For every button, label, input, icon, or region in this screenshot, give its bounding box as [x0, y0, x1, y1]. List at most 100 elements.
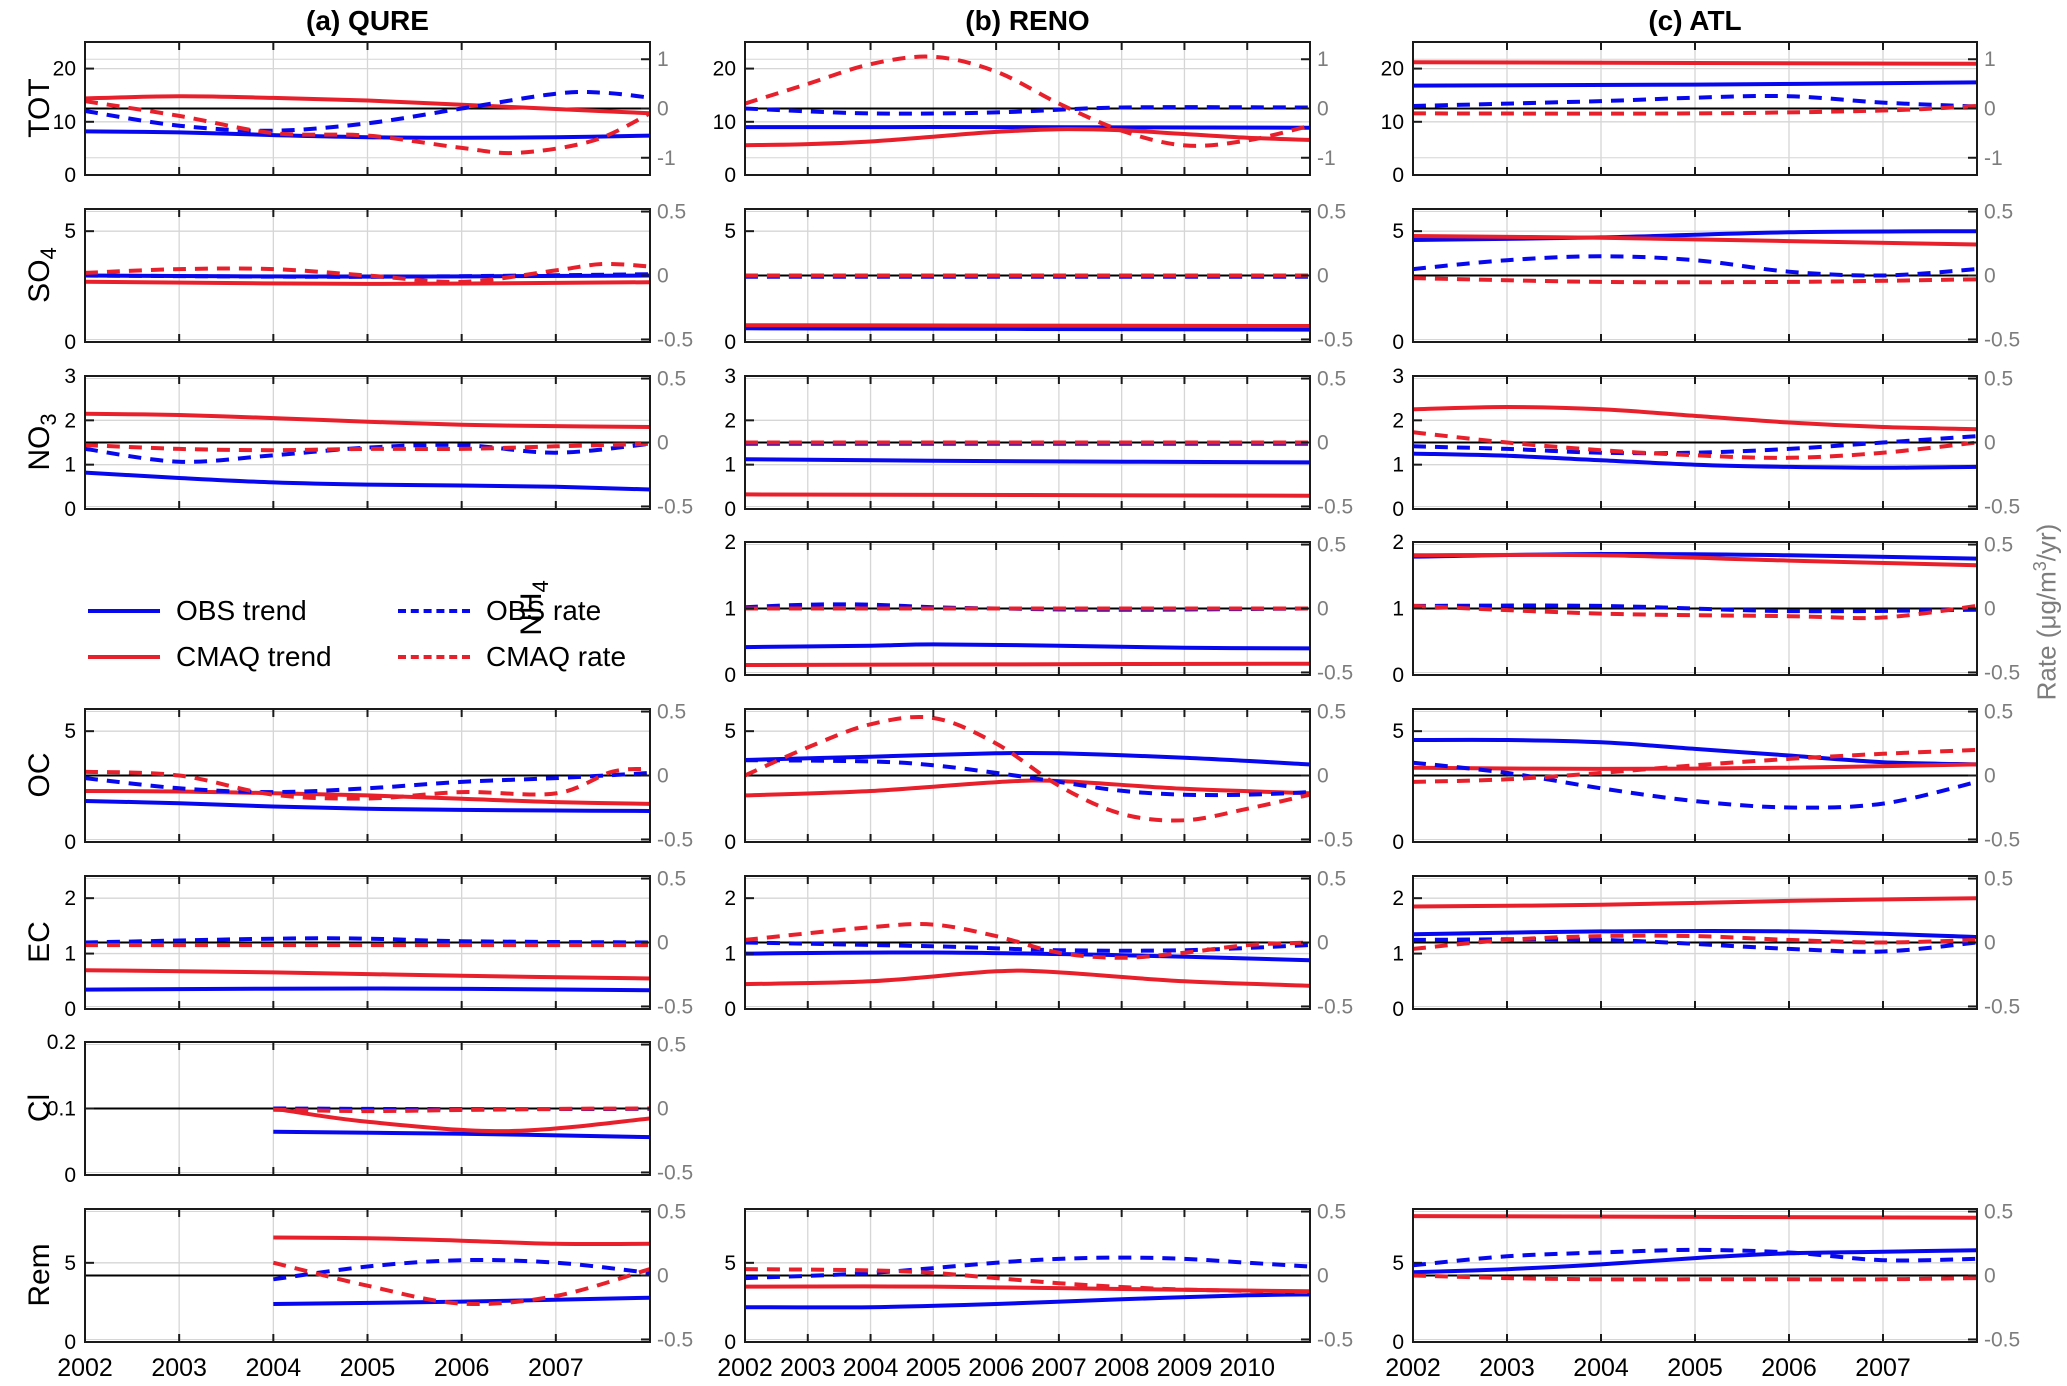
series-obs-rate [1413, 1247, 1977, 1268]
svg-text:2010: 2010 [1219, 1354, 1275, 1382]
svg-text:0: 0 [1317, 932, 1329, 955]
cmaq-trend-line-sample [88, 655, 160, 659]
series-obs-trend [745, 950, 1310, 963]
svg-text:5: 5 [1392, 220, 1404, 243]
svg-text:0.5: 0.5 [1317, 368, 1346, 391]
panel-qure-oc: 0 5 0.5 0 -0.5 [64, 701, 693, 854]
svg-text:2002: 2002 [717, 1354, 773, 1382]
svg-text:5: 5 [1392, 1252, 1404, 1275]
svg-text:2007: 2007 [528, 1354, 584, 1382]
svg-text:-0.5: -0.5 [1984, 1328, 2020, 1351]
svg-text:-0.5: -0.5 [1984, 828, 2020, 851]
series-obs-trend [273, 1129, 650, 1140]
svg-text:0: 0 [724, 664, 736, 687]
svg-text:2006: 2006 [1761, 1354, 1817, 1382]
tick-labels: 0 1 2 0.5 0 -0.5 [724, 531, 1353, 687]
svg-text:-0.5: -0.5 [657, 1328, 693, 1351]
legend-item-cmaq-rate: CMAQ rate [398, 641, 668, 673]
series-obs-rate [745, 940, 1310, 953]
svg-text:2: 2 [64, 887, 76, 910]
cmaq-rate-line-sample [398, 655, 470, 659]
svg-text:0.5: 0.5 [1984, 534, 2013, 557]
svg-text:3: 3 [724, 365, 736, 388]
series-obs-trend [745, 125, 1310, 130]
svg-text:2: 2 [724, 887, 736, 910]
svg-text:10: 10 [713, 111, 736, 134]
legend: OBS trend OBS rate CMAQ trend CMAQ rate [88, 588, 668, 680]
series-cmaq-trend [1413, 896, 1977, 909]
svg-text:0: 0 [657, 932, 669, 955]
svg-text:0.5: 0.5 [1984, 868, 2013, 891]
svg-text:-0.5: -0.5 [1984, 495, 2020, 518]
series-obs-trend [85, 129, 650, 140]
series-obs-rate [85, 272, 650, 279]
tick-marks [1412, 209, 1977, 343]
svg-text:0: 0 [724, 164, 736, 187]
column-title-atl: (c) ATL [1648, 5, 1742, 36]
series-obs-trend [745, 457, 1310, 465]
tick-labels: 0 1 2 3 0.5 0 -0.5 [724, 365, 1353, 521]
series-cmaq-rate [85, 441, 650, 453]
svg-text:0: 0 [657, 432, 669, 455]
svg-text:0: 0 [1392, 331, 1404, 354]
series-cmaq-rate [1413, 1273, 1977, 1282]
svg-text:2004: 2004 [246, 1354, 302, 1382]
svg-text:1: 1 [1392, 598, 1404, 621]
series-cmaq-trend [1413, 234, 1977, 247]
svg-text:-0.5: -0.5 [1317, 661, 1353, 684]
series-cmaq-rate [85, 99, 650, 156]
legend-item-cmaq-trend: CMAQ trend [88, 641, 398, 673]
series-cmaq-trend [745, 1284, 1310, 1294]
series-obs-trend [1413, 1248, 1977, 1275]
svg-text:1: 1 [724, 454, 736, 477]
svg-text:0: 0 [1392, 998, 1404, 1021]
panel-atl-oc: 0 5 0.5 0 -0.5 [1392, 701, 2020, 854]
series-cmaq-trend [85, 411, 650, 429]
tick-marks [744, 42, 1310, 176]
tick-marks [84, 1209, 650, 1343]
svg-text:-0.5: -0.5 [1984, 661, 2020, 684]
svg-text:2003: 2003 [151, 1354, 207, 1382]
series-cmaq-trend [273, 1235, 650, 1247]
svg-text:5: 5 [1392, 720, 1404, 743]
svg-text:5: 5 [724, 720, 736, 743]
tick-labels: 0 5 0.5 0 -0.5 2002 2003 2004 2005 2006 2007 [1385, 1201, 2020, 1382]
panel-reno-no3: 0 1 2 3 0.5 0 -0.5 [724, 365, 1353, 521]
series-cmaq-rate [272, 1260, 650, 1307]
svg-text:0: 0 [1984, 932, 1996, 955]
svg-text:0: 0 [1317, 98, 1329, 121]
svg-text:-0.5: -0.5 [657, 995, 693, 1018]
legend-item-obs-rate: OBS rate [398, 595, 668, 627]
svg-text:2: 2 [1392, 531, 1404, 554]
svg-text:0: 0 [1317, 1265, 1329, 1288]
tick-marks [744, 209, 1310, 343]
panel-qure-so4: 0 5 0.5 0 -0.5 [64, 201, 693, 354]
series-obs-rate [1413, 760, 1977, 810]
svg-text:0.5: 0.5 [657, 868, 686, 891]
series-obs-trend [85, 986, 650, 993]
panel-atl-so4: 0 5 0.5 0 -0.5 [1392, 201, 2020, 354]
panel-reno-nh4: 0 1 2 0.5 0 -0.5 [724, 531, 1353, 687]
tick-marks [84, 375, 650, 510]
series-obs-rate [1413, 254, 1977, 278]
svg-text:2: 2 [64, 409, 76, 432]
svg-text:2006: 2006 [434, 1354, 490, 1382]
tick-labels: 0 1 2 0.5 0 -0.5 [1392, 531, 2020, 687]
svg-text:2005: 2005 [906, 1354, 962, 1382]
svg-text:0: 0 [64, 1164, 76, 1187]
svg-text:1: 1 [724, 598, 736, 621]
series-cmaq-trend [745, 968, 1310, 988]
svg-text:0.5: 0.5 [1317, 868, 1346, 891]
series-cmaq-rate [1413, 603, 1977, 621]
svg-text:0: 0 [1984, 1265, 1996, 1288]
svg-text:-0.5: -0.5 [1317, 328, 1353, 351]
series-cmaq-trend [1413, 404, 1977, 432]
svg-text:-0.5: -0.5 [1984, 328, 2020, 351]
series-obs-rate [1413, 93, 1977, 109]
svg-text:5: 5 [724, 1252, 736, 1275]
tick-marks [1412, 1209, 1977, 1343]
series-obs-trend [745, 750, 1310, 767]
svg-text:0.5: 0.5 [657, 1034, 686, 1057]
